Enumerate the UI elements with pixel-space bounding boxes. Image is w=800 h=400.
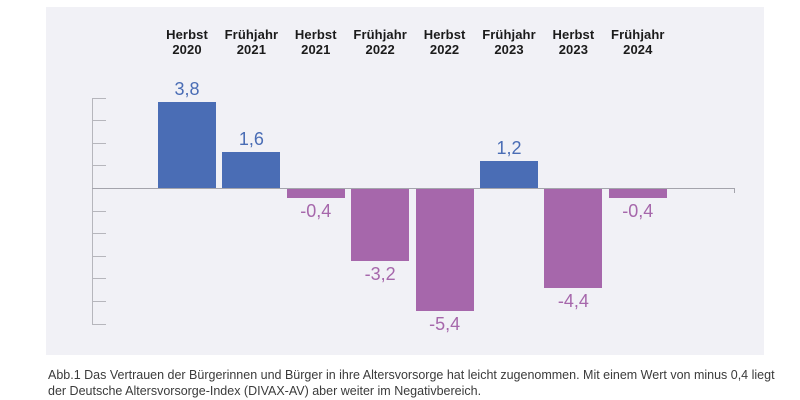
category-label: Frühjahr 2022 [353, 27, 407, 57]
bar-negative [608, 189, 667, 199]
y-axis-tick [92, 142, 106, 144]
y-axis-tick [92, 233, 106, 235]
value-label: -5,4 [429, 314, 461, 335]
bar-negative [286, 189, 345, 199]
bar-chart: Herbst 2020 3,8 Frühjahr 2021 1,6 Herbst 202… [46, 7, 764, 355]
category-label: Herbst 2020 [166, 27, 208, 57]
y-axis-tick [92, 323, 106, 325]
y-axis-tick [92, 278, 106, 280]
y-axis-tick [92, 255, 106, 257]
value-label: 1,6 [238, 128, 264, 149]
value-label: -3,2 [364, 264, 396, 285]
value-label: -0,4 [300, 201, 332, 222]
bar-positive [222, 151, 281, 188]
category-label: Frühjahr 2023 [482, 27, 536, 57]
value-label: -4,4 [557, 291, 589, 312]
bar-positive [480, 160, 538, 188]
y-axis-tick [92, 301, 106, 302]
y-axis-tick [92, 97, 106, 99]
value-label: -0,4 [622, 201, 654, 222]
caption-line-2: der Deutsche Altersvorsorge-Index (DIVAX… [48, 384, 482, 398]
bar-positive [158, 102, 216, 188]
bar-negative [415, 189, 474, 312]
figure-caption: Abb.1 Das Vertrauen der Bürgerinnen und … [48, 367, 775, 399]
y-axis-tick [92, 165, 106, 167]
value-label: 3,8 [174, 79, 200, 100]
zero-axis-line [92, 188, 735, 189]
category-label: Frühjahr 2024 [611, 27, 665, 57]
category-label: Frühjahr 2021 [224, 27, 279, 57]
category-label: Herbst 2022 [423, 27, 466, 57]
category-label: Herbst 2023 [552, 27, 595, 57]
y-axis-tick [92, 210, 106, 212]
value-label: 1,2 [496, 137, 522, 158]
category-label: Herbst 2021 [294, 27, 337, 57]
caption-line-1: Abb.1 Das Vertrauen der Bürgerinnen und … [48, 368, 775, 382]
x-axis-end-tick [734, 188, 735, 193]
bar-negative [544, 189, 603, 289]
y-axis-tick [92, 120, 106, 122]
chart-panel: Herbst 2020 3,8 Frühjahr 2021 1,6 Herbst 202… [46, 7, 764, 355]
bar-negative [351, 189, 410, 262]
